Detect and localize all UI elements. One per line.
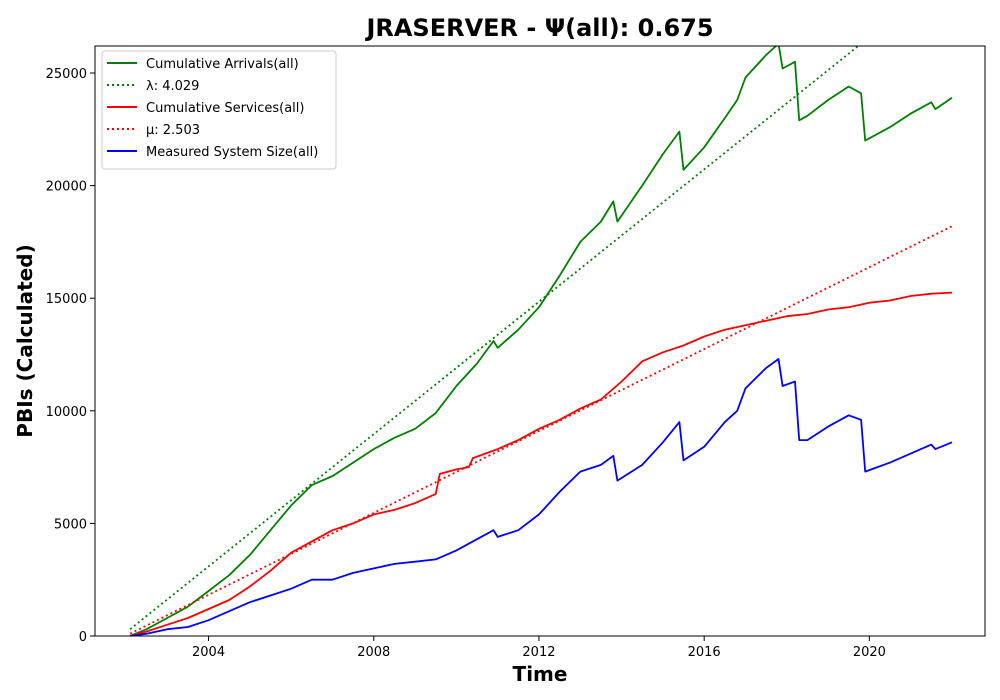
- y-tick-label: 20000: [46, 180, 87, 195]
- x-axis: 2004 2008 2012 2016 2020: [192, 636, 886, 660]
- plot-frame: [94, 45, 986, 637]
- x-tick-label: 2020: [853, 645, 886, 660]
- legend-label: λ: 4.029: [146, 79, 199, 94]
- y-tick-label: 15000: [46, 292, 87, 307]
- series-line-3: [129, 225, 953, 635]
- y-tick-label: 10000: [46, 405, 87, 420]
- x-tick-label: 2016: [688, 645, 721, 660]
- legend-label: Measured System Size(all): [146, 145, 318, 160]
- series-line-2: [129, 291, 953, 636]
- series-line-4: [129, 358, 953, 636]
- legend: Cumulative Arrivals(all) λ: 4.029 Cumulati…: [101, 50, 337, 170]
- legend-label: Cumulative Services(all): [146, 101, 304, 116]
- series-layer: [129, 46, 953, 636]
- legend-box: [101, 50, 337, 170]
- x-tick-label: 2012: [522, 645, 555, 660]
- y-axis-label: PBIs (Calculated): [13, 244, 37, 437]
- legend-label: μ: 2.503: [146, 123, 200, 138]
- series-line-1: [129, 46, 860, 630]
- chart-title: JRASERVER - Ψ(all): 0.675: [364, 14, 713, 42]
- x-tick-label: 2008: [357, 645, 390, 660]
- y-tick-label: 5000: [54, 517, 87, 532]
- y-tick-label: 0: [79, 630, 87, 645]
- y-axis: 0 5000 10000 15000 20000 25000: [46, 67, 95, 645]
- x-tick-label: 2004: [192, 645, 225, 660]
- series-line-0: [129, 46, 953, 636]
- legend-label: Cumulative Arrivals(all): [146, 57, 299, 72]
- y-tick-label: 25000: [46, 67, 87, 82]
- x-axis-label: Time: [513, 662, 568, 686]
